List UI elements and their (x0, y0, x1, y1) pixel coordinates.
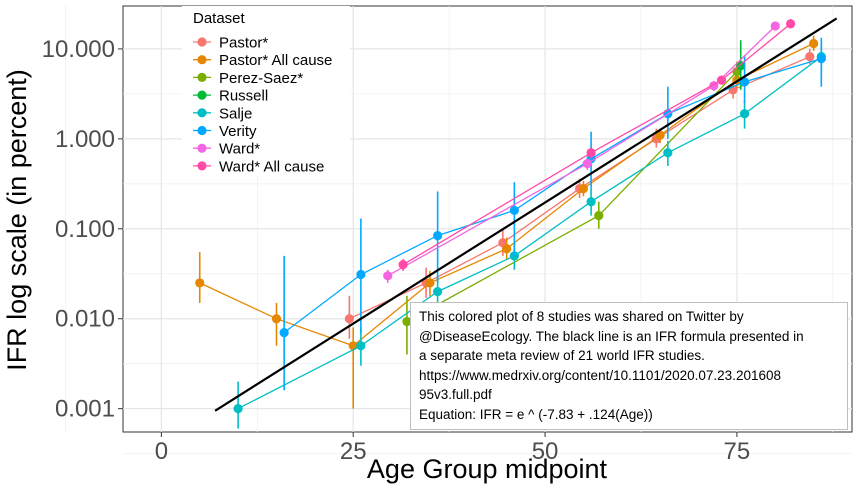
series-line (237, 56, 822, 410)
y-tick-labels: 0.001 0.010 0.100 1.000 10.000 (42, 36, 123, 423)
data-point (786, 19, 796, 29)
legend-key-ward-all-cause (197, 161, 207, 171)
y-tick-label: 10.000 (42, 36, 115, 63)
data-point (383, 271, 393, 281)
legend-key-pastor-all-cause (197, 55, 207, 65)
legend: Dataset Pastor*Pastor* All causePerez-Sa… (182, 6, 350, 176)
legend-title: Dataset (193, 10, 246, 27)
formula-layer (214, 17, 838, 412)
series-line (283, 57, 822, 334)
legend-label-ward-all-cause: Ward* All cause (219, 158, 324, 175)
data-point (195, 278, 205, 288)
data-point (271, 314, 282, 324)
data-point (805, 52, 815, 62)
legend-label-salje: Salje (219, 105, 252, 122)
data-point (594, 211, 604, 221)
data-point (663, 148, 673, 158)
legend-key-perez-saez (197, 72, 207, 82)
data-point (586, 148, 596, 158)
data-point (356, 341, 366, 351)
annotation-line: Equation: IFR = e ^ (-7.83 + .124(Age)) (419, 406, 653, 422)
data-point (398, 259, 408, 270)
legend-label-russell: Russell (219, 88, 268, 105)
x-tick-labels: 0 25 50 75 (155, 432, 751, 465)
data-point (402, 316, 412, 327)
data-point (736, 61, 746, 71)
x-tick-label: 75 (724, 438, 751, 465)
ifr-formula-line (214, 17, 838, 412)
x-tick-label: 50 (532, 438, 559, 465)
legend-label-verity: Verity (219, 123, 257, 140)
legend-key-verity (197, 125, 207, 136)
y-tick-label: 0.001 (55, 396, 115, 423)
data-point (582, 159, 592, 169)
x-tick-label: 0 (155, 438, 168, 465)
y-tick-label: 0.100 (55, 216, 115, 243)
data-point (578, 183, 589, 194)
legend-key-russell (197, 90, 207, 100)
data-point (586, 197, 596, 207)
data-point (809, 38, 819, 49)
data-point (433, 230, 443, 241)
data-point (279, 328, 289, 338)
data-point (739, 109, 750, 119)
data-point (425, 278, 435, 288)
data-point (356, 269, 366, 280)
x-axis-title: Age Group midpoint (367, 454, 608, 484)
data-point (433, 287, 443, 297)
data-point (233, 404, 243, 414)
annotation-line: a separate meta review of 21 world IFR s… (419, 348, 705, 363)
legend-label-pastor: Pastor* (219, 35, 268, 52)
data-point (716, 75, 727, 85)
series-ward-all-cause (398, 19, 796, 271)
data-point (655, 130, 665, 140)
legend-label-pastor-all-cause: Pastor* All cause (219, 52, 332, 69)
annotation-line: This colored plot of 8 studies was share… (419, 309, 744, 324)
data-point (344, 314, 354, 324)
series-line (402, 23, 792, 266)
annotation-line: 95v3.full.pdf (419, 387, 492, 402)
data-point (770, 21, 780, 31)
annotation-line: https://www.medrxiv.org/content/10.1101/… (419, 367, 781, 383)
legend-key-ward (197, 143, 207, 153)
data-point (816, 54, 826, 64)
data-point (502, 244, 512, 254)
annotation-box: This colored plot of 8 studies was share… (410, 302, 848, 430)
data-point (509, 205, 519, 216)
y-tick-label: 0.010 (55, 306, 115, 333)
legend-label-perez-saez: Perez-Saez* (219, 70, 303, 87)
annotation-line: @DiseaseEcology. The black line is an IF… (419, 328, 804, 344)
legend-key-pastor (197, 37, 207, 47)
x-tick-label: 25 (340, 438, 367, 465)
legend-label-ward: Ward* (219, 141, 260, 158)
y-tick-label: 1.000 (55, 126, 115, 153)
series-line (387, 25, 776, 277)
y-axis-title: IFR log scale (in percent) (2, 69, 32, 371)
data-point (739, 77, 750, 87)
legend-key-salje (197, 108, 207, 118)
